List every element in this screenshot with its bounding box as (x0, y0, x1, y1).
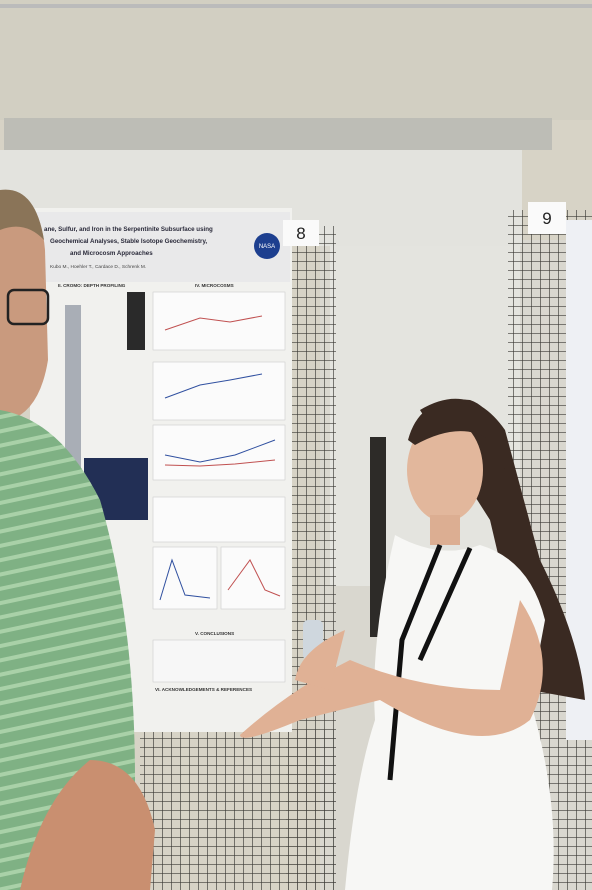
poster-title: and Microcosm Approaches (70, 250, 153, 257)
section-title: II. CROMO: DEPTH PROFILING (58, 283, 126, 288)
shape (0, 4, 592, 8)
shape (153, 362, 285, 420)
poster-title: ane, Sulfur, and Iron in the Serpentinit… (44, 226, 213, 233)
shape (153, 425, 285, 480)
poster-title: Geochemical Analyses, Stable Isotope Geo… (50, 238, 207, 245)
shape (221, 547, 285, 609)
section-title: V. CONCLUSIONS (195, 631, 234, 636)
shape (153, 547, 217, 609)
board-number: 8 (296, 224, 305, 243)
board-number: 9 (542, 209, 551, 228)
shape (153, 497, 285, 542)
authors: Kubo M., Hoehler T., Cardace D., Schrenk… (50, 264, 146, 270)
shape (140, 730, 336, 890)
section-title: VI. ACKNOWLEDGEMENTS & REFERENCES (155, 687, 252, 692)
shape (127, 292, 145, 350)
shape (0, 0, 592, 120)
shape (32, 212, 290, 282)
section-title: IV. MICROCOSMS (195, 283, 234, 288)
photo: NASA ane, Sulfur, and Iron in the Serpen… (0, 0, 592, 890)
shape (4, 118, 552, 150)
shape (430, 515, 460, 545)
badge: NASA (259, 244, 275, 250)
shape (153, 640, 285, 682)
shape (65, 305, 81, 470)
